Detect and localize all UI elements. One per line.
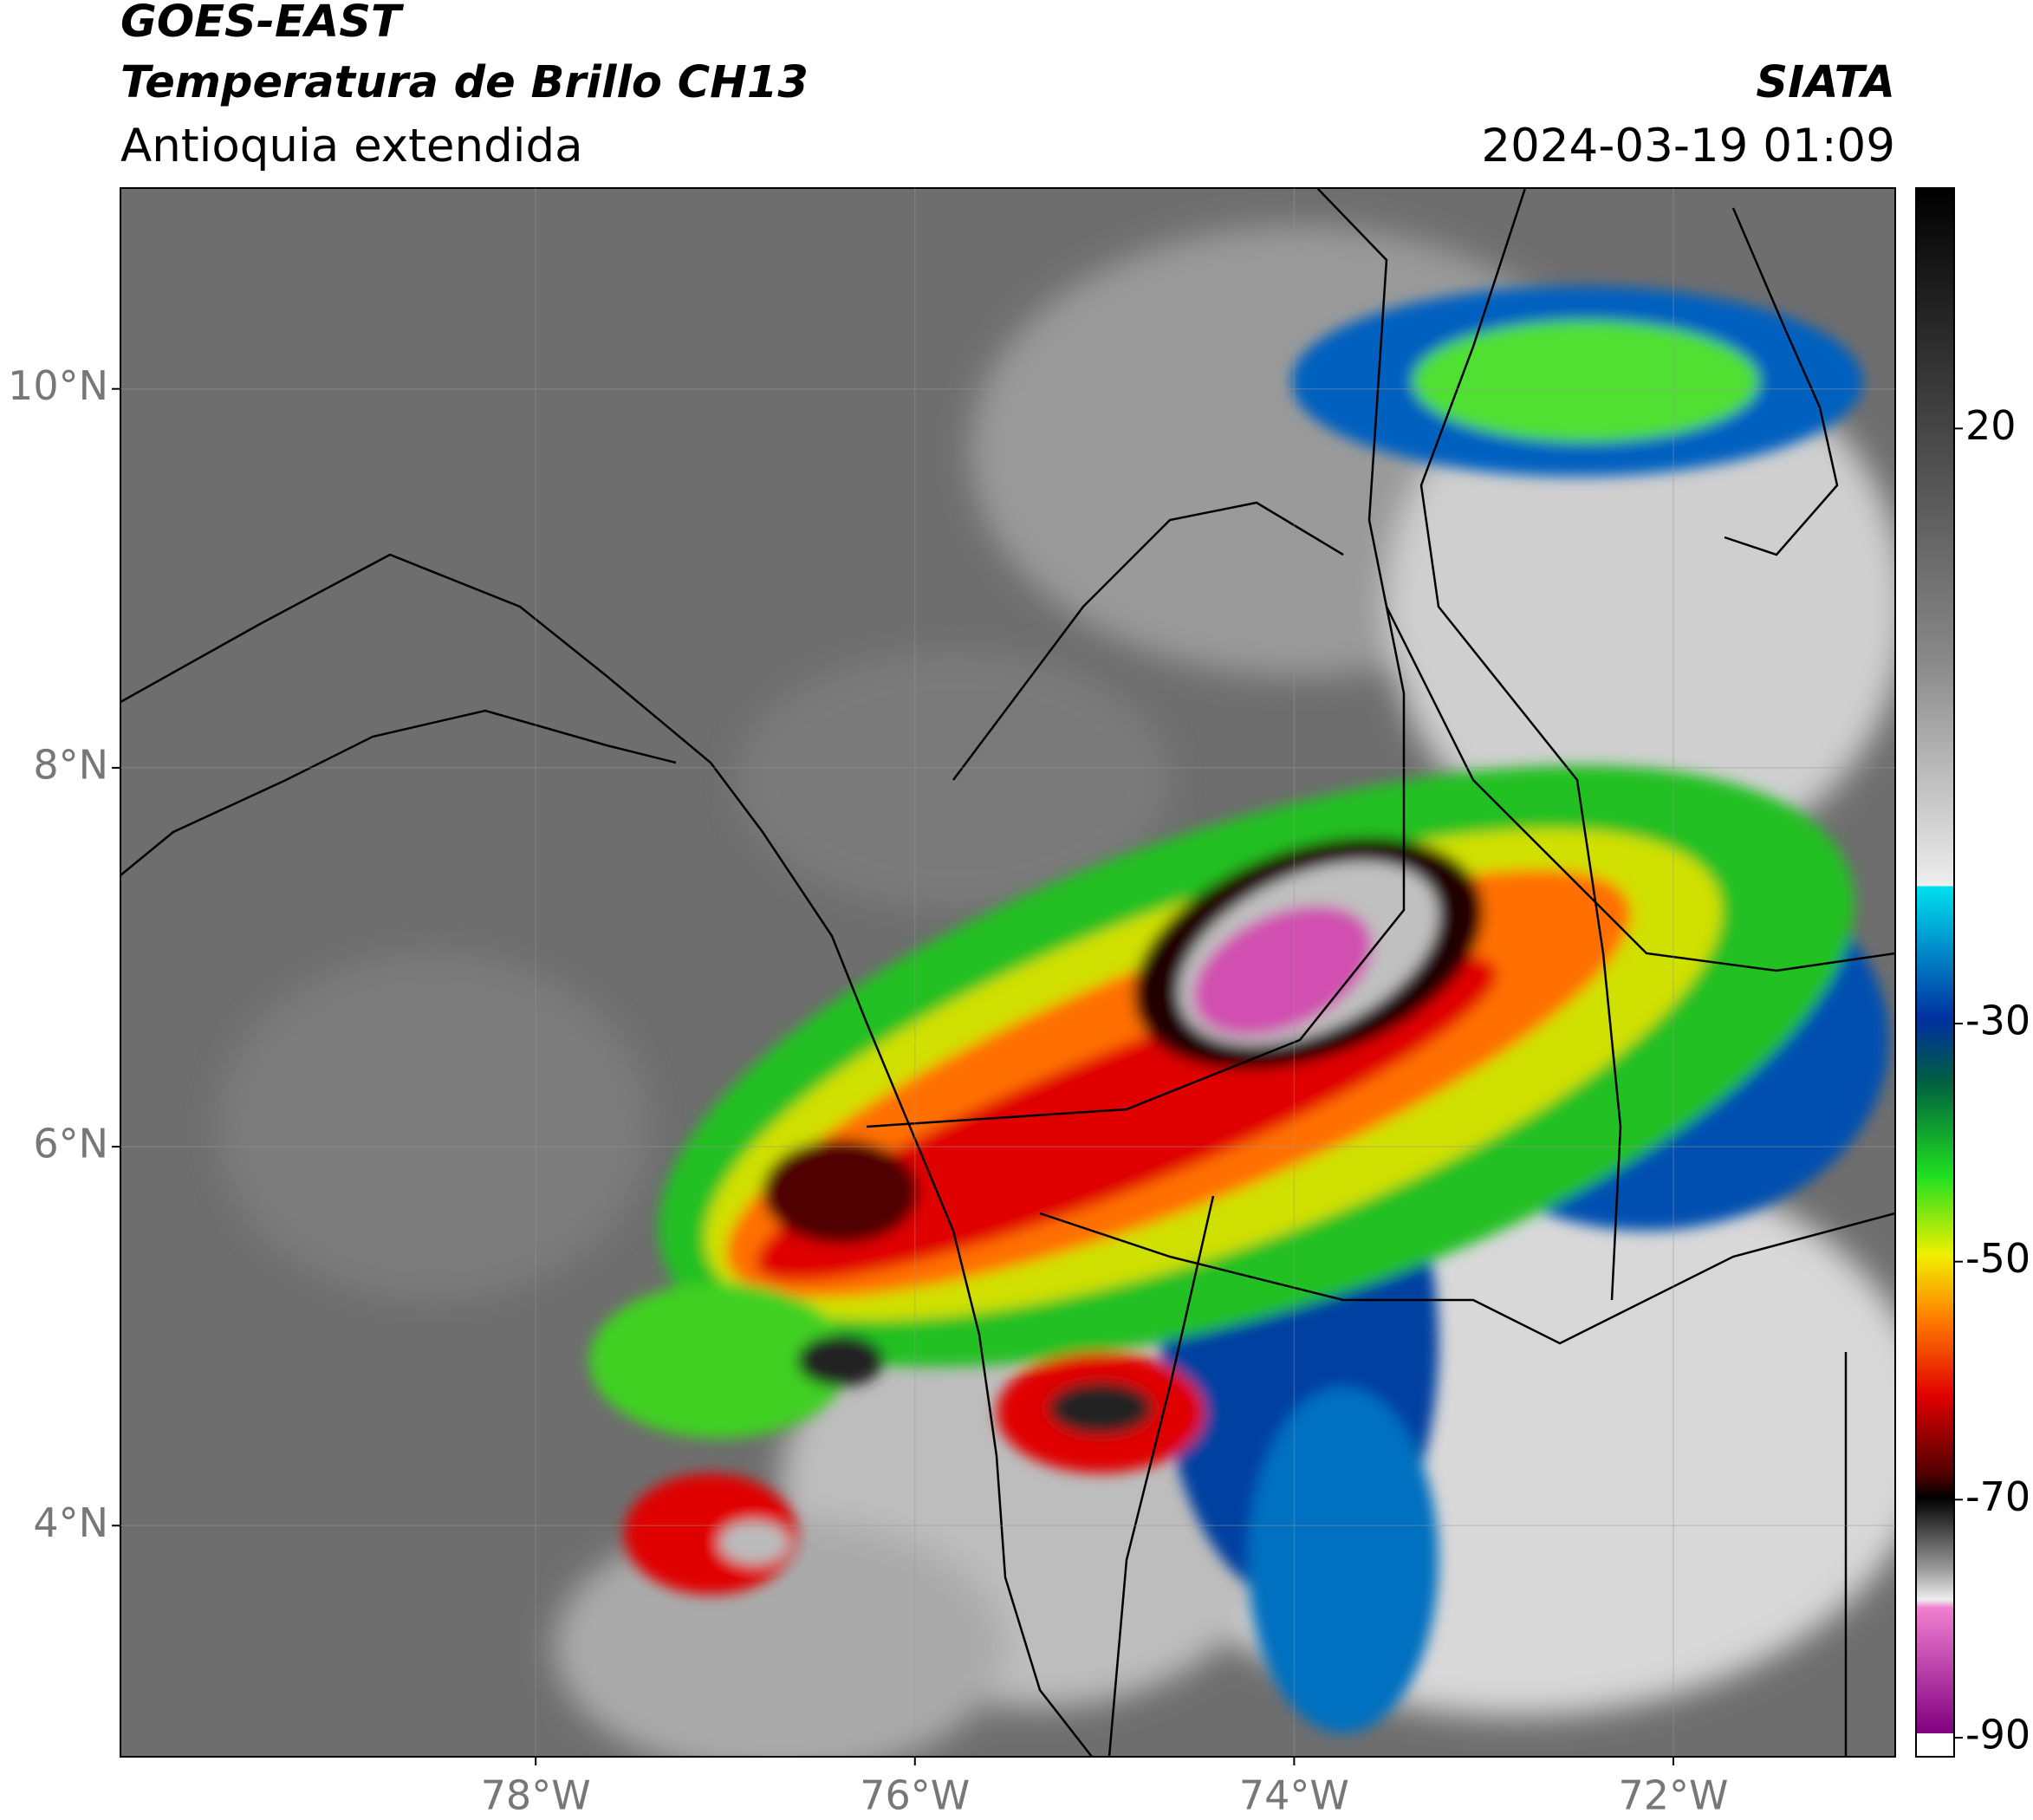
colorbar-tick-label: -70 (1965, 1473, 2030, 1520)
colorbar-tick-label: -30 (1965, 998, 2030, 1044)
lat-tick-label: 10°N (8, 362, 108, 409)
lon-tick-label: 72°W (1618, 1772, 1728, 1819)
region: Antioquia extendida (120, 120, 583, 172)
lat-tick-label: 6°N (33, 1121, 108, 1167)
title: GOES-EAST (120, 0, 405, 48)
source: SIATA (1756, 57, 1895, 108)
subtitle: Temperatura de Brillo CH13 (120, 57, 809, 108)
satellite-image (120, 188, 1895, 1757)
colorbar-tick-label: -50 (1965, 1235, 2030, 1282)
lon-tick-label: 78°W (481, 1772, 591, 1819)
lat-tick-label: 4°N (33, 1499, 108, 1546)
lon-tick-label: 74°W (1239, 1772, 1349, 1819)
lat-tick-label: 8°N (33, 741, 108, 788)
lon-tick-label: 76°W (860, 1772, 970, 1819)
colorbar-tick-label: -90 (1965, 1712, 2030, 1758)
datetime: 2024-03-19 01:09 (1481, 120, 1895, 172)
colorbar (1915, 187, 1955, 1758)
map-frame (120, 187, 1896, 1758)
colorbar-tick-label: 20 (1965, 402, 2017, 449)
